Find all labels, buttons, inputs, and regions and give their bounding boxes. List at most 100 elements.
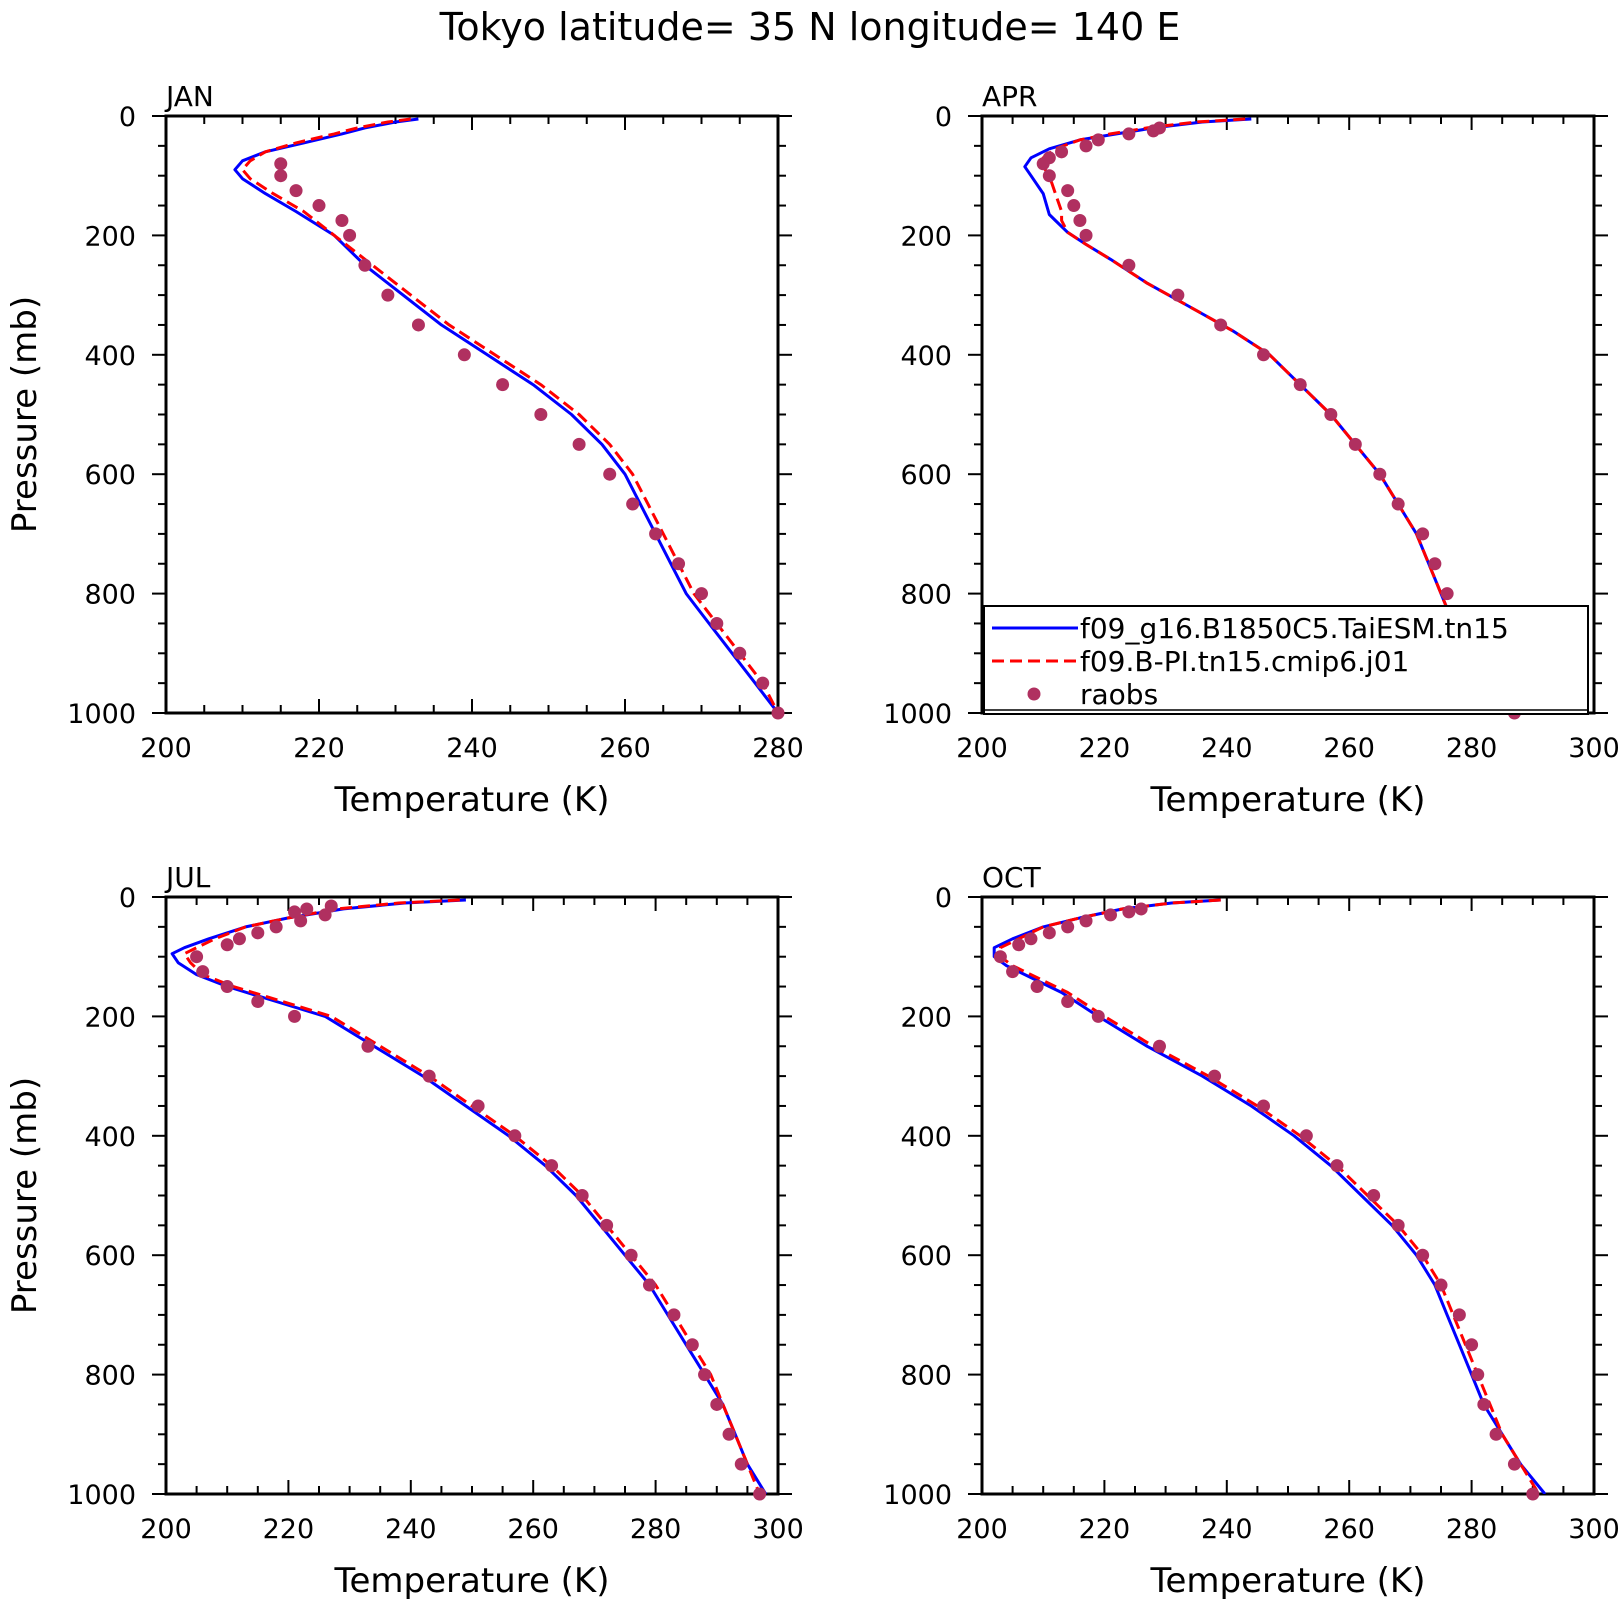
y-tick-label: 400 [84, 341, 136, 372]
raobs-point [1079, 139, 1093, 153]
raobs-point [294, 914, 308, 928]
x-tick-label: 280 [1446, 1514, 1498, 1545]
raobs-point [1214, 318, 1228, 332]
raobs-point [457, 348, 471, 362]
raobs-point [685, 1338, 699, 1352]
raobs-point [288, 1009, 302, 1023]
raobs-point [1079, 228, 1093, 242]
raobs-point [496, 378, 510, 392]
x-tick-label: 220 [1079, 1514, 1131, 1545]
raobs-point [1526, 1487, 1540, 1501]
panel-oct: OCT 200 220 240 260 280 300 0 200 400 600 800 1000 Te… [883, 861, 1619, 1601]
raobs-point [269, 920, 283, 934]
x-tick-label: 240 [1201, 733, 1253, 764]
raobs-point [381, 288, 395, 302]
panels: JAN 200 220 240 260 280 0 200 400 600 800 1000 Tempe… [5, 80, 1620, 1601]
raobs-point [667, 1308, 681, 1322]
y-tick-label: 600 [84, 460, 136, 491]
x-axis-label: Temperature (K) [333, 1561, 609, 1601]
raobs-point [190, 950, 204, 964]
raobs-point [1208, 1069, 1222, 1083]
x-axis-label: Temperature (K) [1149, 780, 1425, 820]
raobs-point [733, 646, 747, 660]
legend-label: raobs [1080, 678, 1158, 711]
y-axis-label: Pressure (mb) [5, 296, 45, 533]
raobs-point [695, 587, 708, 601]
raobs-point [1416, 1248, 1430, 1262]
panel-label: JAN [164, 80, 214, 113]
x-tick-label: 280 [1446, 733, 1498, 764]
panel-label: OCT [982, 861, 1042, 894]
y-tick-label: 1000 [67, 699, 136, 730]
raobs-point [232, 932, 246, 946]
x-axis-label: Temperature (K) [1149, 1561, 1425, 1601]
x-tick-label: 240 [385, 1514, 437, 1545]
raobs-point [1146, 124, 1160, 138]
raobs-point [1042, 926, 1056, 940]
raobs-point [753, 1487, 767, 1501]
raobs-point [993, 950, 1007, 964]
raobs-point [312, 199, 326, 213]
raobs-point [1091, 133, 1105, 147]
raobs-point [1330, 1159, 1344, 1173]
figure-title: Tokyo latitude= 35 N longitude= 140 E [439, 5, 1181, 49]
raobs-point [698, 1368, 712, 1382]
raobs-point [624, 1248, 638, 1262]
raobs-point [603, 467, 617, 481]
raobs-point [734, 1457, 748, 1471]
raobs-point [672, 557, 686, 571]
raobs-point [274, 169, 288, 183]
series-line-model1 [992, 898, 1547, 1494]
raobs-point [1036, 157, 1050, 171]
x-tick-label: 280 [630, 1514, 682, 1545]
raobs-point [274, 157, 288, 171]
x-tick-label: 200 [140, 733, 192, 764]
raobs-point [1477, 1397, 1491, 1411]
raobs-point [1067, 199, 1081, 213]
y-axis-label: Pressure (mb) [5, 1077, 45, 1314]
raobs-point [1257, 1099, 1271, 1113]
raobs-point [508, 1129, 522, 1143]
raobs-point [1042, 169, 1056, 183]
raobs-point [1122, 127, 1136, 141]
y-tick-label: 0 [119, 883, 136, 914]
raobs-point [196, 965, 210, 979]
raobs-point [1061, 184, 1075, 198]
legend-marker-raobs [1027, 687, 1041, 701]
raobs-point [1348, 437, 1362, 451]
series-line-model2 [998, 898, 1541, 1494]
x-tick-label: 200 [956, 1514, 1008, 1545]
raobs-point [289, 184, 303, 198]
x-tick-label: 220 [293, 733, 345, 764]
y-tick-label: 0 [119, 102, 136, 133]
panel-apr: APR 200 220 240 260 280 300 0 200 400 600 800 1000 Te… [883, 80, 1619, 820]
raobs-point [572, 437, 586, 451]
raobs-point [251, 926, 265, 940]
y-tick-label: 400 [900, 1122, 952, 1153]
series-line-model2 [182, 898, 761, 1494]
raobs-point [1367, 1189, 1381, 1202]
raobs-point [251, 994, 265, 1008]
raobs-point [1122, 905, 1136, 919]
y-tick-label: 800 [84, 580, 136, 611]
y-tick-label: 200 [84, 221, 136, 252]
raobs-point [361, 1039, 375, 1053]
raobs-point [600, 1218, 614, 1232]
raobs-point [1055, 145, 1069, 159]
raobs-point [1073, 213, 1087, 227]
series-line-model2 [1041, 117, 1510, 713]
y-tick-label: 1000 [67, 1480, 136, 1511]
y-tick-label: 200 [900, 221, 952, 252]
raobs-point [626, 497, 640, 511]
x-tick-label: 260 [599, 733, 651, 764]
raobs-point [1434, 1278, 1448, 1292]
raobs-point [1171, 288, 1185, 302]
y-tick-label: 400 [84, 1122, 136, 1153]
x-tick-label: 300 [1568, 733, 1620, 764]
raobs-point [1373, 467, 1387, 481]
raobs-point [642, 1278, 656, 1292]
raobs-point [1489, 1427, 1503, 1441]
panel-label: JUL [164, 861, 211, 894]
raobs-point [756, 676, 770, 690]
raobs-point [771, 706, 785, 720]
